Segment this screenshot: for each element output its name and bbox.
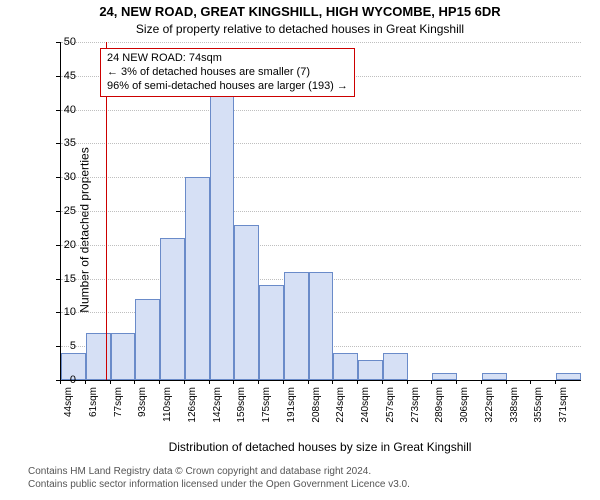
histogram-bar — [160, 238, 185, 380]
x-tick-mark — [209, 380, 210, 384]
x-tick-mark — [530, 380, 531, 384]
x-tick-mark — [555, 380, 556, 384]
x-tick-label: 240sqm — [360, 387, 371, 437]
x-tick-mark — [506, 380, 507, 384]
histogram-bar — [259, 285, 284, 380]
histogram-bar — [383, 353, 408, 380]
footer-line-2: Contains public sector information licen… — [28, 479, 588, 492]
x-tick-mark — [233, 380, 234, 384]
y-tick-label: 40 — [46, 104, 76, 116]
histogram-bar — [333, 353, 358, 380]
x-tick-mark — [283, 380, 284, 384]
y-tick-label: 30 — [46, 171, 76, 183]
x-tick-mark — [159, 380, 160, 384]
x-tick-mark — [431, 380, 432, 384]
chart-title-address: 24, NEW ROAD, GREAT KINGSHILL, HIGH WYCO… — [0, 4, 600, 19]
histogram-bar — [234, 225, 259, 380]
gridline — [61, 143, 581, 144]
histogram-bar — [185, 177, 210, 380]
x-tick-mark — [456, 380, 457, 384]
y-tick-label: 25 — [46, 205, 76, 217]
gridline — [61, 177, 581, 178]
y-tick-label: 50 — [46, 36, 76, 48]
gridline — [61, 110, 581, 111]
chart-subtitle: Size of property relative to detached ho… — [0, 22, 600, 36]
x-tick-label: 208sqm — [311, 387, 322, 437]
x-tick-label: 338sqm — [509, 387, 520, 437]
y-tick-label: 15 — [46, 273, 76, 285]
x-tick-mark — [110, 380, 111, 384]
y-tick-label: 45 — [46, 70, 76, 82]
x-tick-mark — [258, 380, 259, 384]
x-tick-label: 273sqm — [410, 387, 421, 437]
x-tick-label: 126sqm — [187, 387, 198, 437]
x-tick-mark — [382, 380, 383, 384]
x-tick-mark — [481, 380, 482, 384]
x-tick-label: 77sqm — [113, 387, 124, 437]
chart-container: 24, NEW ROAD, GREAT KINGSHILL, HIGH WYCO… — [0, 0, 600, 500]
x-tick-label: 355sqm — [533, 387, 544, 437]
annotation-line-3: 96% of semi-detached houses are larger (… — [107, 80, 348, 94]
x-tick-mark — [85, 380, 86, 384]
x-tick-label: 306sqm — [459, 387, 470, 437]
histogram-bar — [556, 373, 581, 380]
y-tick-label: 10 — [46, 306, 76, 318]
histogram-bar — [482, 373, 507, 380]
x-tick-label: 289sqm — [434, 387, 445, 437]
y-tick-label: 5 — [46, 340, 76, 352]
y-tick-label: 0 — [46, 374, 76, 386]
y-tick-label: 20 — [46, 239, 76, 251]
x-tick-label: 61sqm — [88, 387, 99, 437]
x-tick-mark — [60, 380, 61, 384]
x-tick-mark — [332, 380, 333, 384]
x-tick-label: 322sqm — [484, 387, 495, 437]
x-tick-mark — [407, 380, 408, 384]
annotation-box: 24 NEW ROAD: 74sqm ← 3% of detached hous… — [100, 48, 355, 97]
x-tick-label: 371sqm — [558, 387, 569, 437]
x-tick-mark — [184, 380, 185, 384]
y-tick-label: 35 — [46, 137, 76, 149]
x-tick-label: 224sqm — [335, 387, 346, 437]
gridline — [61, 211, 581, 212]
histogram-bar — [284, 272, 309, 380]
x-tick-label: 191sqm — [286, 387, 297, 437]
annotation-line-2: ← 3% of detached houses are smaller (7) — [107, 66, 348, 80]
x-axis-label: Distribution of detached houses by size … — [60, 440, 580, 454]
annotation-line-1: 24 NEW ROAD: 74sqm — [107, 52, 348, 66]
histogram-bar — [111, 333, 136, 380]
x-tick-label: 44sqm — [63, 387, 74, 437]
x-tick-mark — [308, 380, 309, 384]
histogram-bar — [309, 272, 334, 380]
x-tick-label: 175sqm — [261, 387, 272, 437]
histogram-bar — [135, 299, 160, 380]
x-tick-mark — [134, 380, 135, 384]
footer-attribution: Contains HM Land Registry data © Crown c… — [28, 466, 588, 491]
x-tick-label: 110sqm — [162, 387, 173, 437]
histogram-bar — [210, 76, 235, 380]
gridline — [61, 42, 581, 43]
histogram-bar — [358, 360, 383, 380]
x-tick-label: 142sqm — [212, 387, 223, 437]
x-tick-label: 159sqm — [236, 387, 247, 437]
x-tick-label: 93sqm — [137, 387, 148, 437]
gridline — [61, 245, 581, 246]
histogram-bar — [432, 373, 457, 380]
x-tick-label: 257sqm — [385, 387, 396, 437]
footer-line-1: Contains HM Land Registry data © Crown c… — [28, 466, 588, 479]
x-tick-mark — [357, 380, 358, 384]
